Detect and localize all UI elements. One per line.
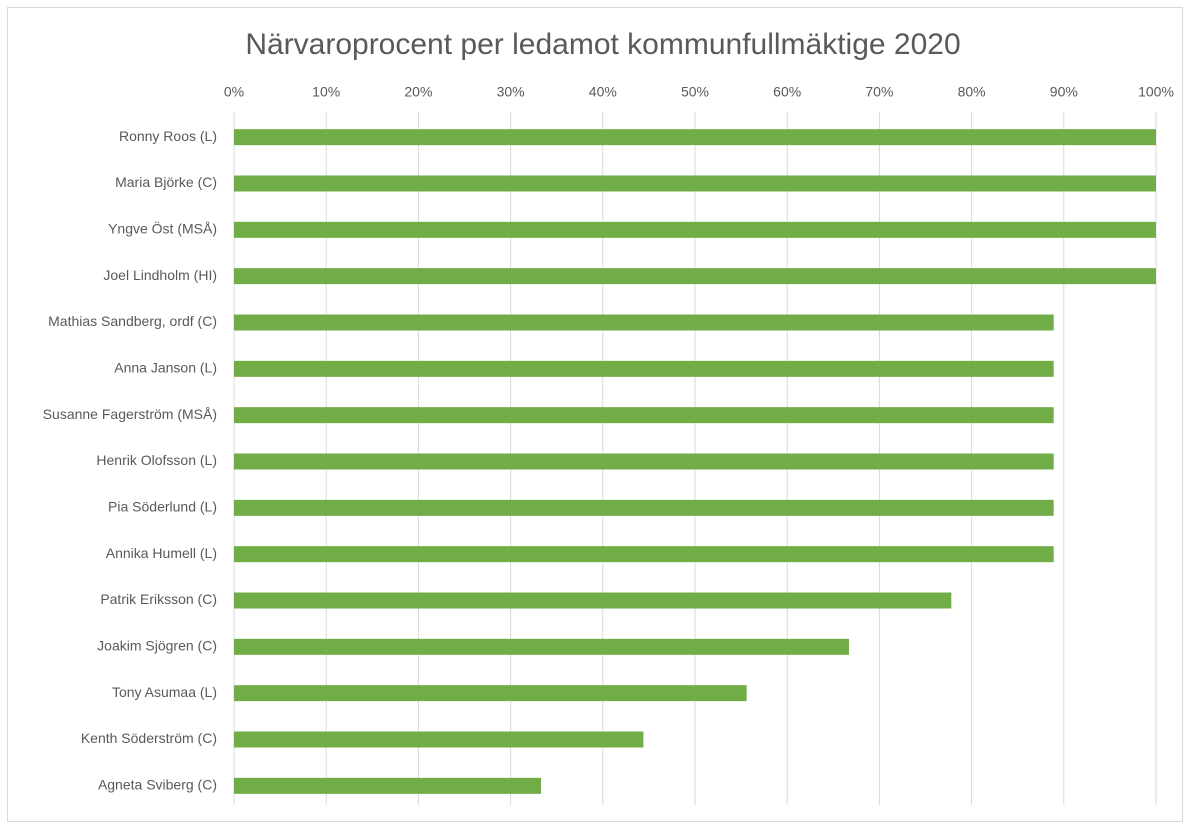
y-tick-label: Kenth Söderström (C)	[81, 730, 217, 746]
x-tick-label: 100%	[1138, 84, 1174, 100]
bar	[234, 777, 542, 794]
bar	[234, 360, 1054, 377]
chart-title: Närvaroprocent per ledamot kommunfullmäk…	[245, 28, 960, 61]
bar	[234, 592, 952, 609]
bar	[234, 499, 1054, 516]
y-tick-label: Patrik Eriksson (C)	[100, 591, 217, 607]
x-tick-label: 50%	[681, 84, 709, 100]
y-tick-label: Yngve Öst (MSÅ)	[108, 220, 217, 237]
bar	[234, 268, 1156, 285]
y-tick-label: Mathias Sandberg, ordf (C)	[48, 313, 217, 329]
x-tick-label: 40%	[589, 84, 617, 100]
y-tick-label: Joakim Sjögren (C)	[97, 638, 217, 654]
bar	[234, 546, 1054, 563]
y-tick-label: Pia Söderlund (L)	[108, 499, 217, 515]
x-tick-label: 30%	[497, 84, 525, 100]
bar	[234, 685, 747, 702]
y-tick-label: Henrik Olofsson (L)	[96, 452, 217, 468]
y-tick-label: Agneta Sviberg (C)	[98, 777, 217, 793]
x-tick-label: 60%	[773, 84, 801, 100]
bar	[234, 731, 644, 748]
x-tick-label: 80%	[958, 84, 986, 100]
x-tick-label: 0%	[224, 84, 244, 100]
x-tick-label: 70%	[865, 84, 893, 100]
bar	[234, 453, 1054, 470]
y-tick-label: Susanne Fagerström (MSÅ)	[43, 406, 217, 422]
y-tick-label: Anna Janson (L)	[114, 360, 217, 376]
x-tick-label: 90%	[1050, 84, 1078, 100]
x-tick-label: 10%	[312, 84, 340, 100]
y-tick-label: Tony Asumaa (L)	[112, 684, 217, 700]
y-tick-label: Maria Björke (C)	[115, 174, 217, 190]
bar	[234, 407, 1054, 424]
y-tick-label: Annika Humell (L)	[106, 545, 217, 561]
bar	[234, 638, 849, 655]
y-tick-label: Joel Lindholm (HI)	[103, 267, 217, 283]
bar	[234, 175, 1156, 192]
bar	[234, 314, 1054, 331]
bar	[234, 221, 1156, 238]
x-tick-label: 20%	[404, 84, 432, 100]
bar	[234, 129, 1156, 146]
y-tick-label: Ronny Roos (L)	[119, 128, 217, 144]
